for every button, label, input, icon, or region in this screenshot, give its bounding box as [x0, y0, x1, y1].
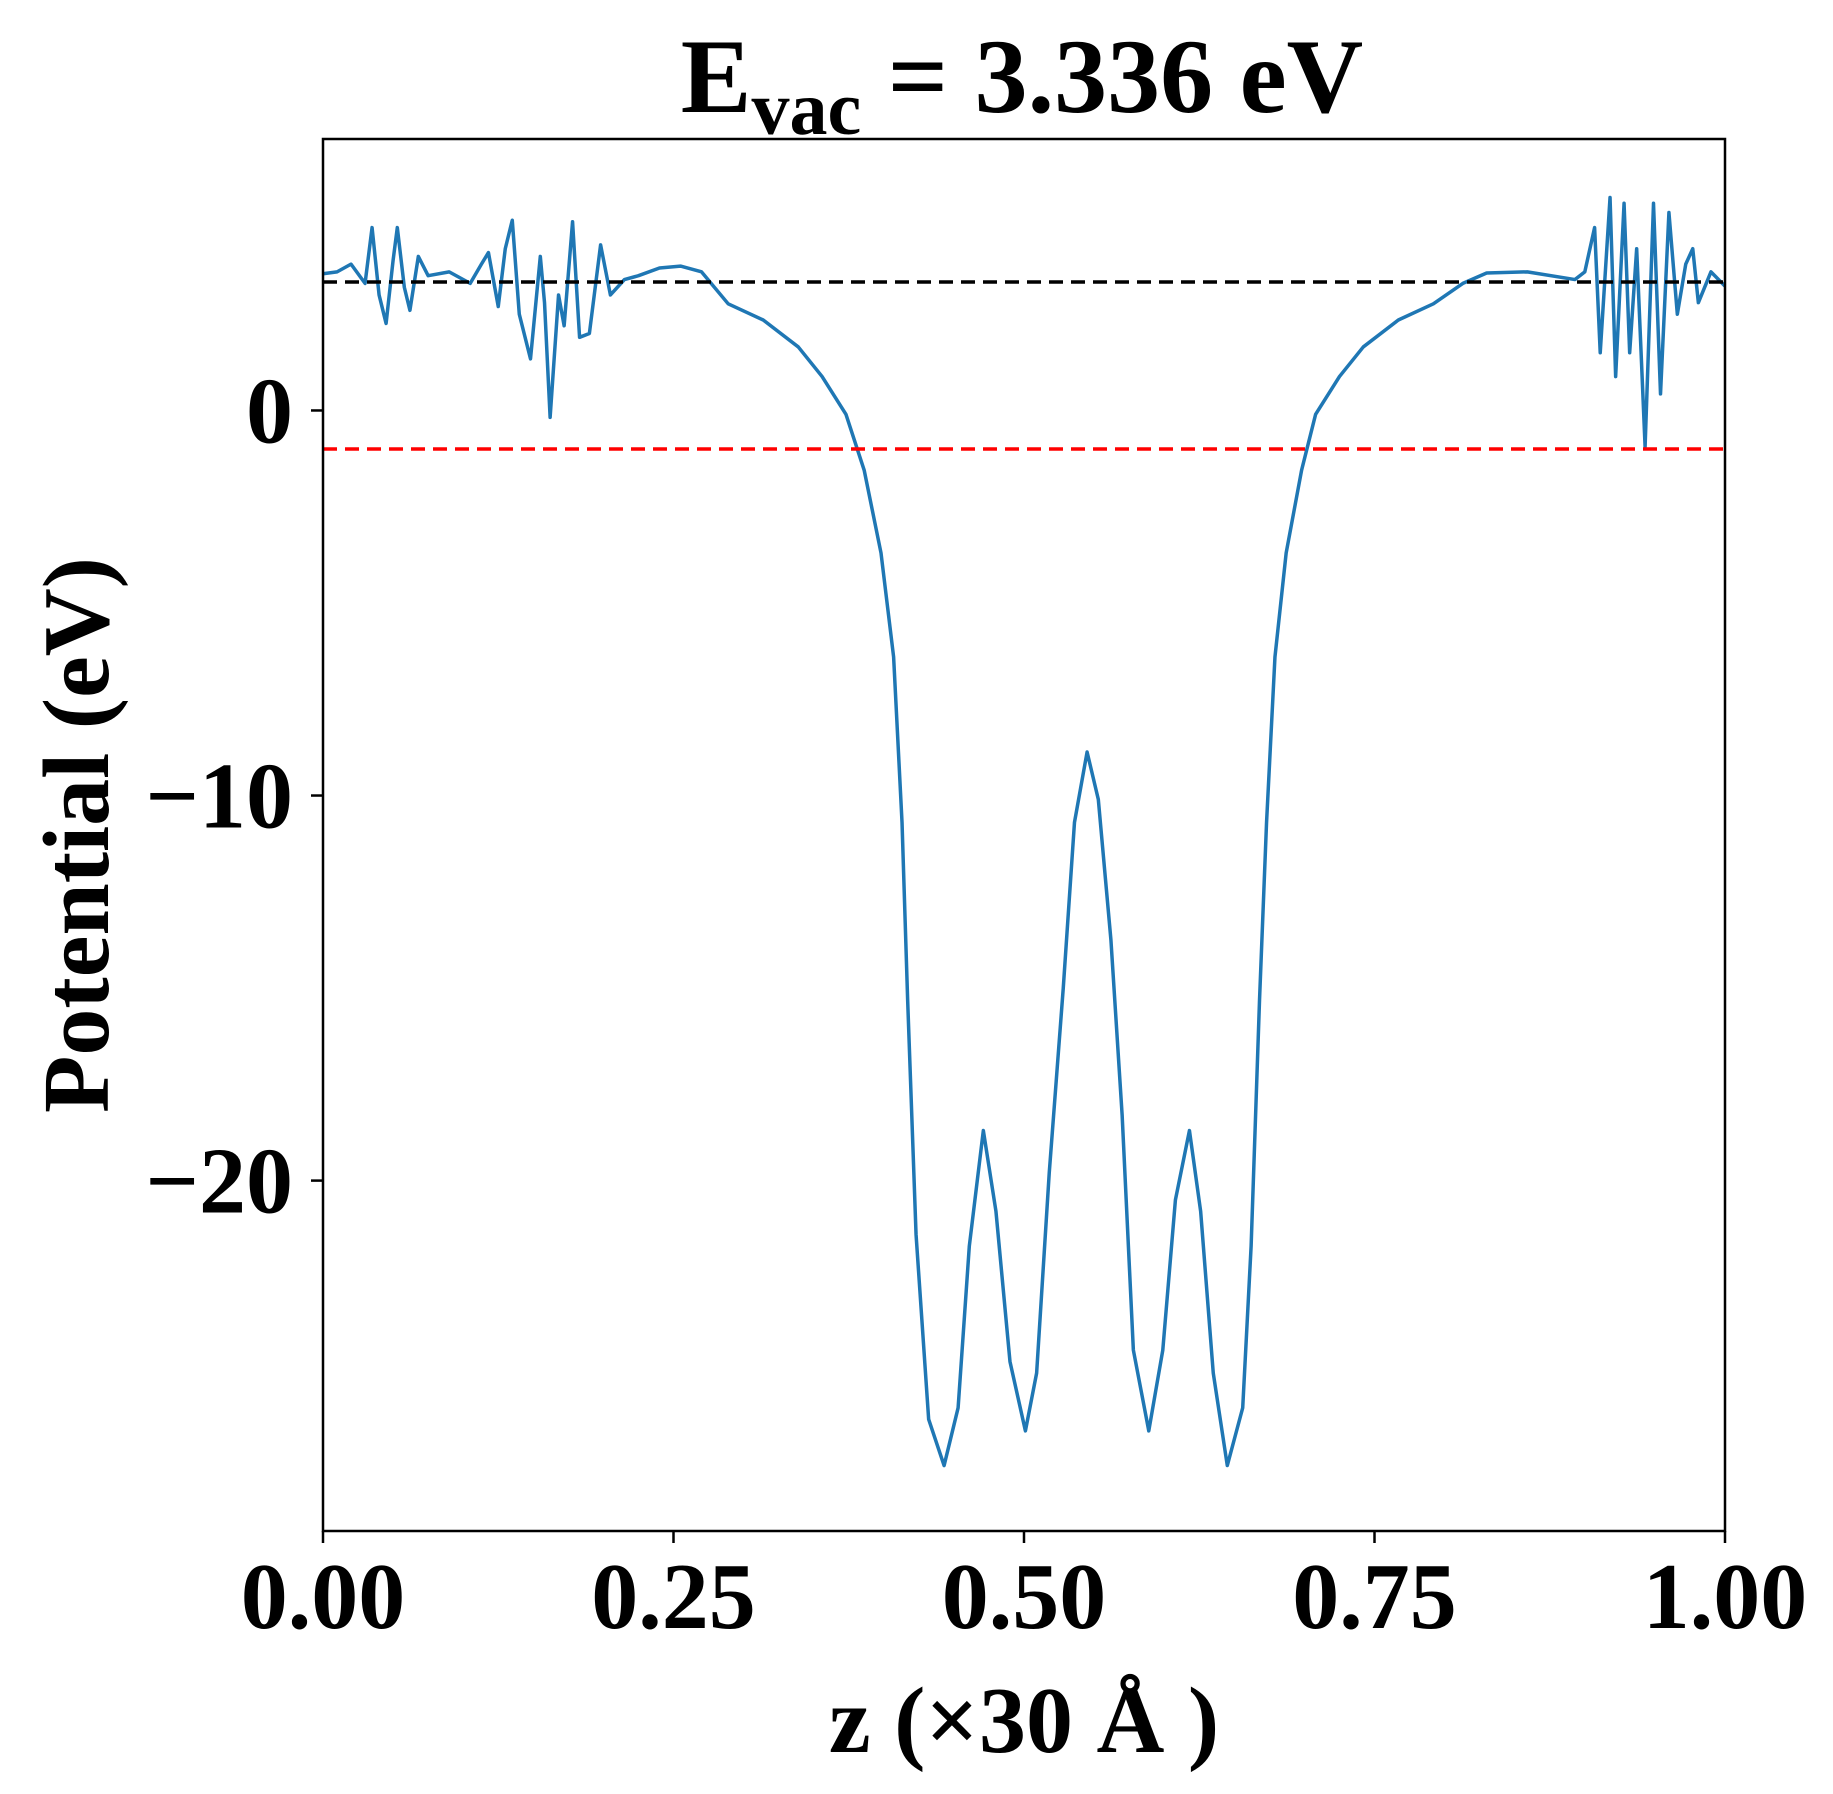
y-tick-label: −10	[145, 745, 293, 849]
y-axis-label: Potential (eV)	[25, 557, 129, 1113]
x-tick-label: 0.25	[591, 1545, 756, 1649]
title-sub: vac	[751, 67, 861, 151]
x-axis-label: z (×30 Å )	[829, 1669, 1219, 1773]
x-tick-label: 0.00	[241, 1545, 406, 1649]
title-rest: = 3.336 eV	[861, 18, 1363, 135]
x-tick-label: 1.00	[1643, 1545, 1808, 1649]
y-tick-label: −20	[145, 1130, 293, 1234]
x-tick-label: 0.50	[942, 1545, 1107, 1649]
plot-frame	[321, 137, 1727, 1533]
data-line	[322, 195, 1727, 1468]
y-tick-label: 0	[246, 359, 293, 463]
title-main: E	[681, 18, 752, 135]
chart-title: Evac = 3.336 eV	[681, 18, 1363, 151]
x-tick-label: 0.75	[1292, 1545, 1457, 1649]
